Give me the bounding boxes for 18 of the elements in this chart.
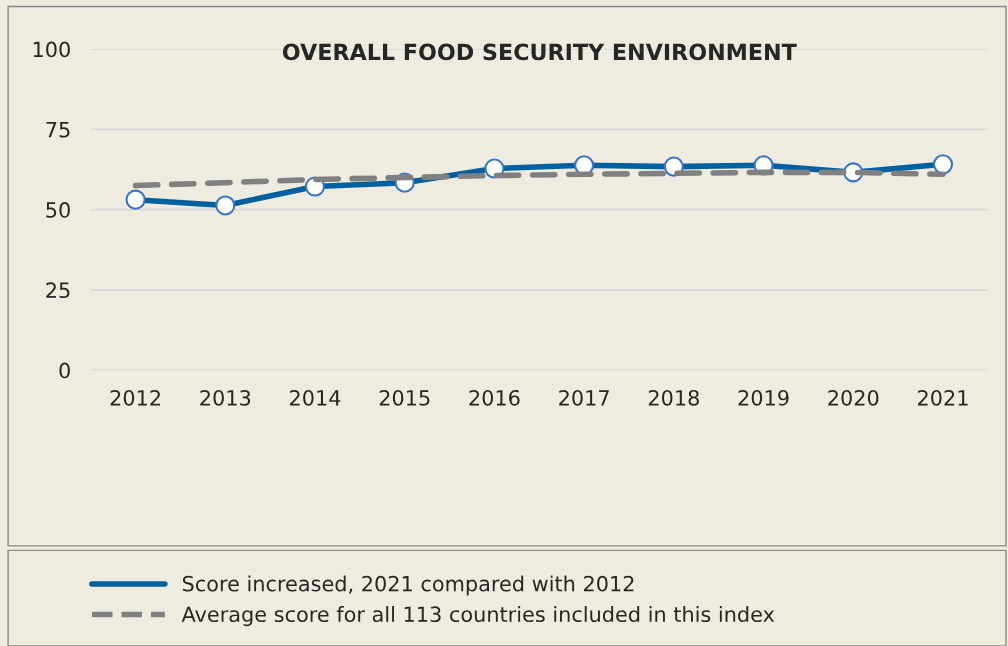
chart-title: OVERALL FOOD SECURITY ENVIRONMENT xyxy=(282,43,797,61)
y-tick-label: 25 xyxy=(46,282,70,299)
y-tick-label: 75 xyxy=(46,122,70,138)
x-tick-label: 2014 xyxy=(290,389,341,406)
x-tick-label: 2016 xyxy=(469,389,520,406)
x-tick-label: 2012 xyxy=(110,389,160,406)
x-tick-label: 2013 xyxy=(200,389,251,406)
x-tick-label: 2020 xyxy=(828,389,879,406)
y-tick-label: 50 xyxy=(46,202,70,218)
y-tick-label: 100 xyxy=(33,41,70,58)
x-tick-label: 2021 xyxy=(918,389,968,406)
x-tick-label: 2015 xyxy=(379,389,430,406)
legend-label: Average score for all 113 countries included in this index xyxy=(181,605,775,627)
x-tick-label: 2017 xyxy=(559,389,609,406)
y-tick-label: 0 xyxy=(59,362,70,379)
legend-label: Score increased, 2021 compared with 2012 xyxy=(182,575,634,596)
x-tick-label: 2019 xyxy=(738,389,789,406)
x-tick-label: 2018 xyxy=(648,389,699,406)
